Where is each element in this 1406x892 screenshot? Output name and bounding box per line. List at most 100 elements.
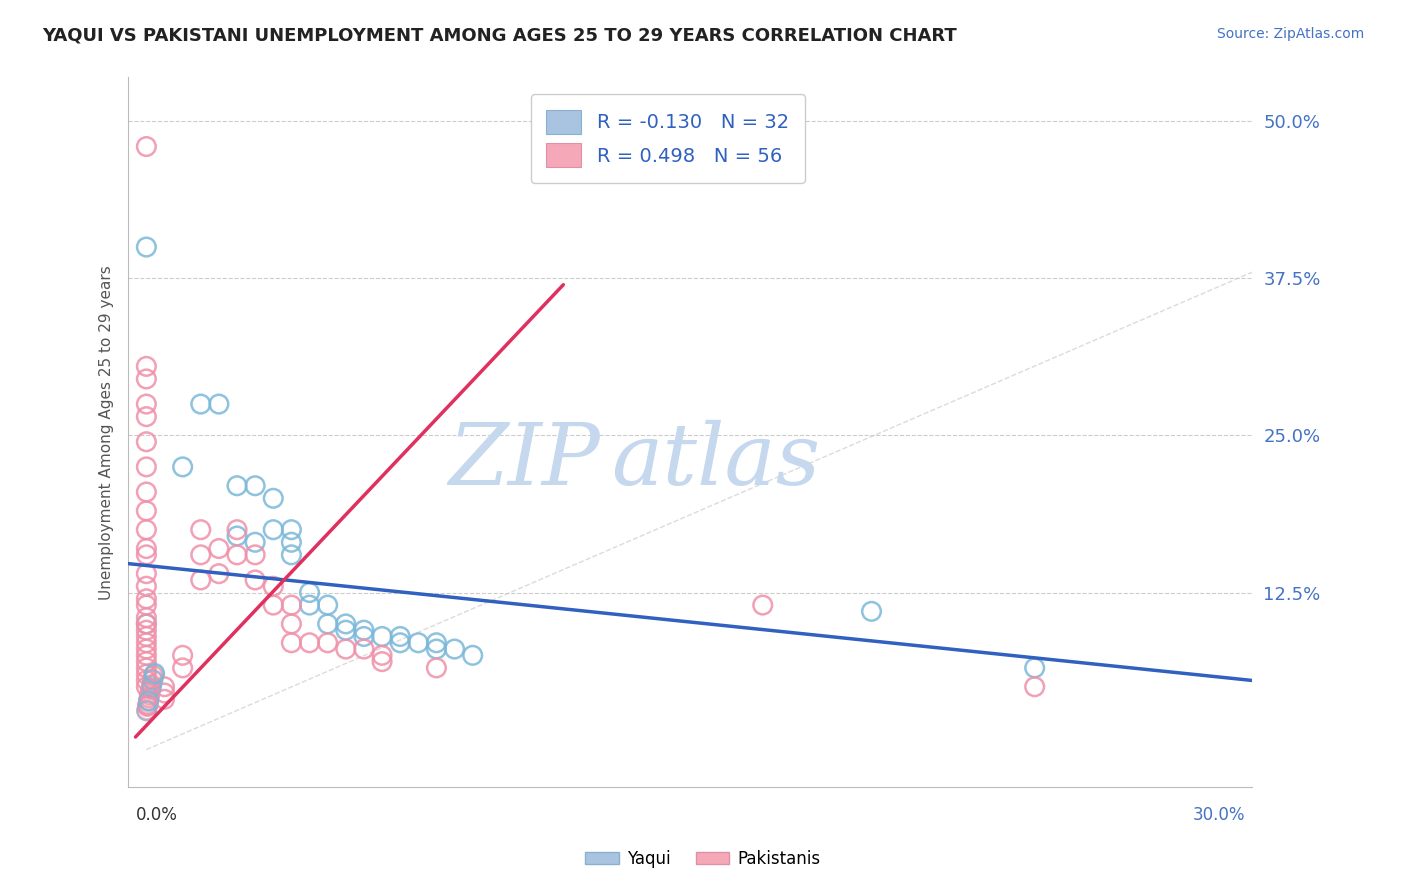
Point — [172, 648, 194, 663]
Point — [335, 624, 357, 638]
Text: 0.0%: 0.0% — [135, 806, 177, 824]
Point — [190, 397, 212, 411]
Point — [389, 630, 412, 644]
Point — [143, 666, 166, 681]
Point — [135, 610, 157, 624]
Point — [138, 693, 160, 707]
Point — [153, 692, 176, 706]
Point — [135, 566, 157, 581]
Point — [243, 573, 266, 587]
Point — [138, 690, 160, 705]
Point — [139, 682, 162, 697]
Point — [135, 598, 157, 612]
Point — [190, 573, 212, 587]
Point — [226, 523, 249, 537]
Point — [135, 648, 157, 663]
Point — [190, 548, 212, 562]
Point — [135, 523, 157, 537]
Point — [135, 655, 157, 669]
Point — [138, 691, 160, 706]
Point — [135, 372, 157, 386]
Point — [280, 523, 302, 537]
Point — [136, 698, 159, 713]
Point — [190, 523, 212, 537]
Point — [142, 672, 165, 686]
Point — [135, 541, 157, 556]
Point — [316, 598, 339, 612]
Point — [136, 697, 159, 711]
Point — [316, 636, 339, 650]
Point — [141, 678, 163, 692]
Point — [135, 704, 157, 718]
Point — [353, 642, 375, 657]
Legend: Yaqui, Pakistanis: Yaqui, Pakistanis — [579, 844, 827, 875]
Point — [425, 661, 447, 675]
Point — [135, 667, 157, 681]
Point — [298, 585, 321, 599]
Point — [153, 680, 176, 694]
Point — [208, 541, 231, 556]
Point — [136, 698, 159, 712]
Point — [138, 694, 160, 708]
Point — [371, 630, 394, 644]
Point — [1024, 661, 1046, 675]
Point — [751, 598, 773, 612]
Point — [135, 630, 157, 644]
Point — [135, 485, 157, 500]
Point — [226, 529, 249, 543]
Point — [141, 677, 163, 691]
Point — [138, 693, 160, 707]
Point — [135, 504, 157, 518]
Point — [135, 616, 157, 631]
Point — [389, 636, 412, 650]
Legend: R = -0.130   N = 32, R = 0.498   N = 56: R = -0.130 N = 32, R = 0.498 N = 56 — [531, 95, 804, 183]
Text: Source: ZipAtlas.com: Source: ZipAtlas.com — [1216, 27, 1364, 41]
Point — [298, 598, 321, 612]
Point — [461, 648, 484, 663]
Point — [138, 688, 160, 702]
Point — [135, 624, 157, 638]
Point — [138, 695, 160, 709]
Point — [135, 409, 157, 424]
Point — [425, 642, 447, 657]
Point — [208, 397, 231, 411]
Point — [135, 359, 157, 374]
Point — [139, 681, 162, 696]
Point — [141, 680, 163, 694]
Point — [280, 616, 302, 631]
Point — [135, 680, 157, 694]
Text: 30.0%: 30.0% — [1192, 806, 1244, 824]
Point — [142, 668, 165, 682]
Point — [135, 579, 157, 593]
Point — [243, 535, 266, 549]
Point — [135, 703, 157, 717]
Point — [139, 682, 162, 697]
Point — [138, 689, 160, 703]
Point — [262, 579, 284, 593]
Point — [860, 604, 883, 618]
Point — [335, 642, 357, 657]
Point — [135, 434, 157, 449]
Point — [335, 616, 357, 631]
Y-axis label: Unemployment Among Ages 25 to 29 years: Unemployment Among Ages 25 to 29 years — [100, 265, 114, 599]
Point — [153, 686, 176, 700]
Point — [135, 616, 157, 631]
Point — [136, 698, 159, 713]
Point — [371, 648, 394, 663]
Point — [208, 566, 231, 581]
Point — [172, 459, 194, 474]
Point — [425, 636, 447, 650]
Point — [135, 704, 157, 718]
Point — [143, 666, 166, 681]
Text: ZIP: ZIP — [449, 419, 600, 502]
Point — [135, 591, 157, 606]
Point — [135, 459, 157, 474]
Point — [136, 698, 159, 712]
Point — [280, 598, 302, 612]
Point — [262, 523, 284, 537]
Point — [371, 655, 394, 669]
Point — [135, 673, 157, 688]
Point — [443, 642, 465, 657]
Point — [226, 548, 249, 562]
Point — [135, 139, 157, 153]
